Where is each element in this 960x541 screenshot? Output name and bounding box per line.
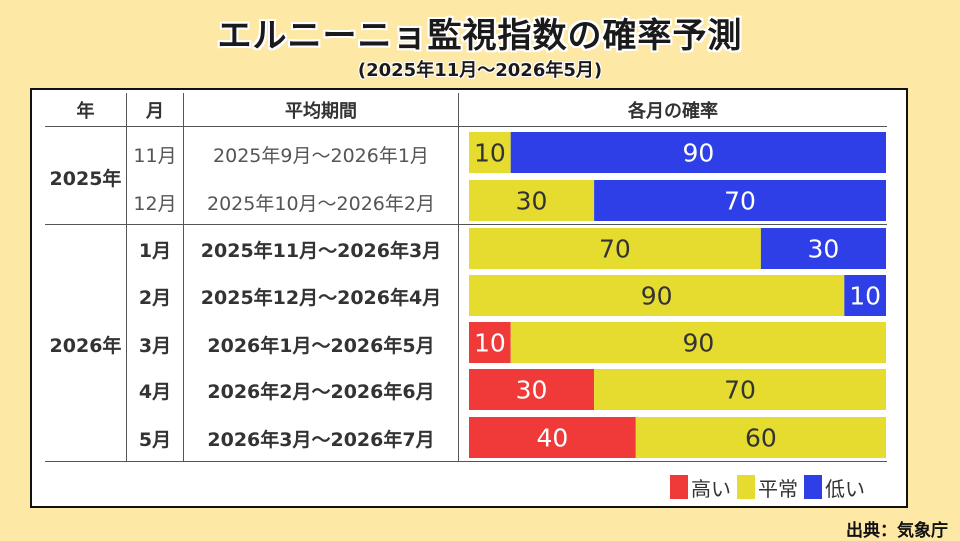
col-divider-period — [458, 93, 459, 461]
bar-segment-low — [760, 228, 886, 269]
period-label: 2025年10月～2026年2月 — [207, 192, 435, 215]
bar-value-label: 70 — [724, 376, 756, 405]
bar-value-label: 40 — [536, 424, 568, 453]
bar-segment-low — [594, 180, 886, 221]
source-credit: 出典：気象庁 — [846, 521, 948, 541]
legend-label-low: 低い — [825, 476, 865, 501]
legend-swatch-low — [804, 475, 822, 499]
bar-segment-high — [469, 322, 511, 363]
bar-value-label: 30 — [808, 235, 840, 264]
bar-value-label: 30 — [516, 376, 548, 405]
bar-segment-low — [844, 275, 886, 316]
year-group-rule — [45, 224, 887, 225]
col-divider-month — [183, 93, 184, 461]
period-label: 2026年2月～2026年6月 — [207, 380, 435, 403]
bar-segment-high — [469, 369, 595, 410]
period-label: 2025年11月～2026年3月 — [200, 239, 442, 262]
bar-segment-low — [510, 132, 886, 173]
bar-value-label: 70 — [724, 187, 756, 216]
page-title: エルニーニョ監視指数の確率予測 — [217, 16, 743, 56]
bar-value-label: 90 — [682, 139, 714, 168]
legend-swatch-high — [670, 475, 688, 499]
legend-label-high: 高い — [691, 476, 731, 501]
header-month: 月 — [146, 100, 164, 122]
col-divider-year — [126, 93, 127, 461]
month-label: 5月 — [138, 428, 172, 451]
bar-segment-normal — [635, 417, 886, 458]
month-label: 12月 — [133, 192, 177, 215]
year-2025: 2025年 — [49, 167, 122, 190]
bottom-rule — [45, 461, 887, 462]
bar-segment-high — [469, 417, 636, 458]
legend-label-normal: 平常 — [758, 476, 798, 501]
period-label: 2026年1月～2026年5月 — [207, 334, 435, 357]
month-label: 3月 — [138, 334, 172, 357]
period-label: 2025年12月～2026年4月 — [200, 286, 442, 309]
year-2026: 2026年 — [49, 334, 122, 357]
legend-swatch-normal — [737, 475, 755, 499]
header-probability: 各月の確率 — [628, 100, 718, 122]
bar-segment-normal — [510, 322, 886, 363]
legend-item-normal: 平常 — [737, 473, 798, 502]
month-label: 11月 — [133, 144, 177, 167]
bar-segment-normal — [469, 228, 761, 269]
bar-value-label: 90 — [682, 329, 714, 358]
header-period: 平均期間 — [285, 100, 357, 122]
legend-item-high: 高い — [670, 473, 731, 502]
bar-segment-normal — [594, 369, 886, 410]
bar-value-label: 30 — [516, 187, 548, 216]
bar-value-label: 60 — [745, 424, 777, 453]
header-rule — [45, 126, 887, 127]
month-label: 2月 — [138, 286, 172, 309]
legend: 高い 平常 低い — [664, 472, 865, 502]
bar-value-label: 10 — [474, 139, 506, 168]
month-label: 1月 — [138, 239, 172, 262]
bar-segment-normal — [469, 275, 845, 316]
bar-segment-normal — [469, 180, 595, 221]
bar-value-label: 10 — [474, 329, 506, 358]
bar-segment-normal — [469, 132, 511, 173]
month-label: 4月 — [138, 380, 172, 403]
period-label: 2025年9月～2026年1月 — [213, 144, 429, 167]
bar-value-label: 70 — [599, 235, 631, 264]
bar-value-label: 10 — [849, 282, 881, 311]
bar-value-label: 90 — [641, 282, 673, 311]
legend-item-low: 低い — [804, 473, 865, 502]
page-subtitle: (2025年11月～2026年5月) — [357, 60, 603, 81]
period-label: 2026年3月～2026年7月 — [207, 428, 435, 451]
header-year: 年 — [76, 100, 95, 122]
